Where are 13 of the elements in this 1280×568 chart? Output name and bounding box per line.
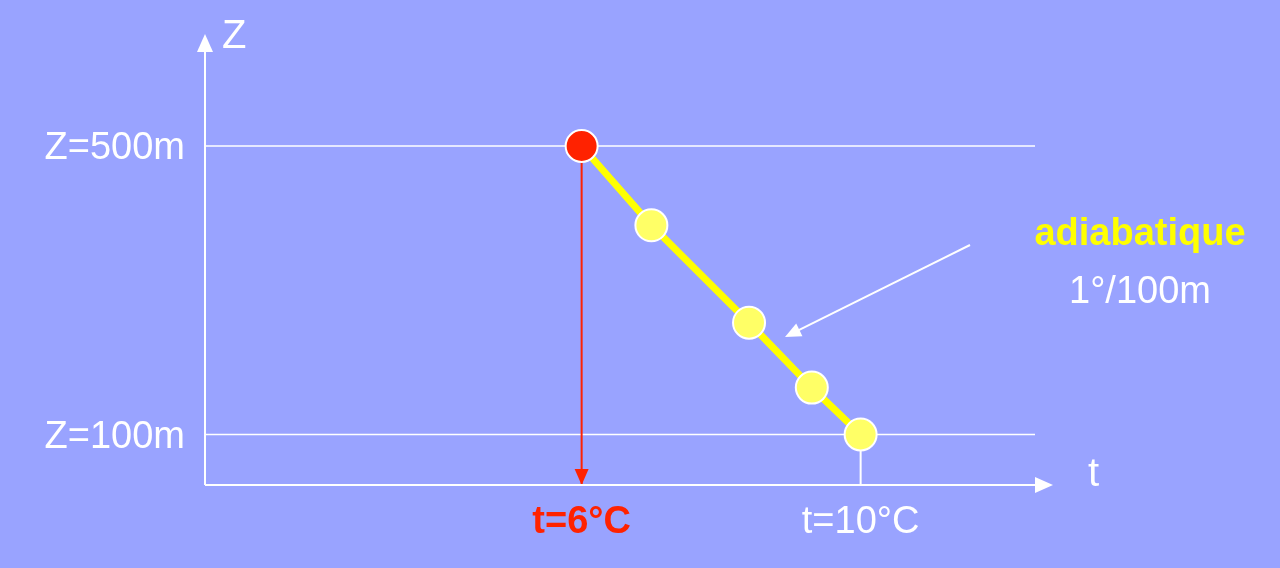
x-axis-title: t (1088, 450, 1100, 494)
point (843, 417, 878, 452)
y-tick-label: Z=100m (44, 413, 185, 456)
y-tick-label: Z=500m (44, 124, 185, 167)
annotation: adiabatique (1034, 211, 1246, 253)
point (634, 208, 669, 243)
x-tick-label: t=10°C (801, 499, 920, 541)
text: 1°/100m (1069, 269, 1211, 311)
x-tick-label: t=6°C (532, 499, 631, 541)
point (732, 305, 767, 340)
y-axis-title: Z (222, 12, 247, 56)
point (564, 128, 599, 163)
point (794, 370, 829, 405)
